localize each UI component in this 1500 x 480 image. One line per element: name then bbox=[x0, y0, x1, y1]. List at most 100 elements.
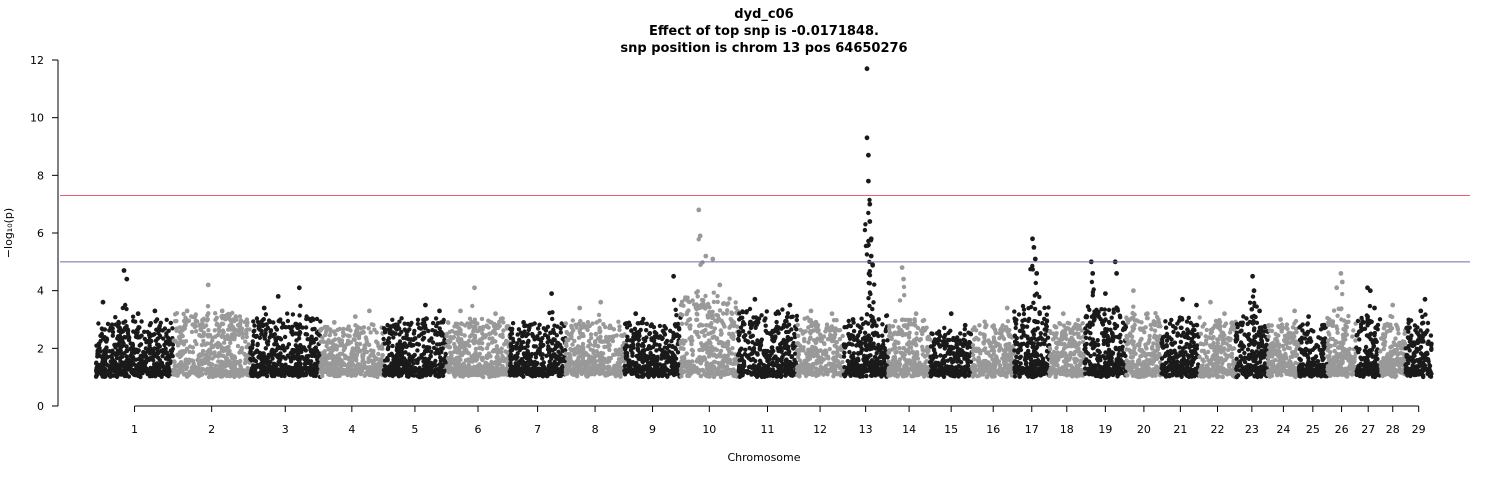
snp-point bbox=[592, 370, 597, 375]
snp-point bbox=[831, 350, 836, 355]
snp-point bbox=[351, 350, 356, 355]
snp-point bbox=[601, 351, 606, 356]
snp-point bbox=[425, 345, 430, 350]
snp-point bbox=[555, 340, 560, 345]
snp-point bbox=[720, 362, 726, 367]
snp-point bbox=[622, 369, 628, 374]
snp-point bbox=[587, 323, 592, 329]
snp-point bbox=[197, 368, 203, 373]
snp-point bbox=[255, 342, 260, 348]
snp-point bbox=[350, 360, 355, 366]
snp-point bbox=[230, 324, 236, 330]
snp-point bbox=[790, 343, 795, 348]
snp-point bbox=[278, 351, 283, 356]
snp-point bbox=[486, 342, 491, 347]
snp-point bbox=[662, 367, 667, 372]
snp-point bbox=[217, 365, 222, 370]
snp-point bbox=[670, 369, 675, 374]
snp-point bbox=[792, 357, 797, 363]
snp-point bbox=[750, 351, 755, 356]
snp-point bbox=[448, 334, 453, 340]
snp-point bbox=[213, 311, 218, 316]
snp-point bbox=[118, 362, 124, 367]
snp-point bbox=[775, 369, 781, 374]
snp-point bbox=[408, 322, 413, 327]
snp-point bbox=[311, 349, 317, 354]
snp-point bbox=[510, 336, 515, 341]
snp-point bbox=[267, 366, 273, 371]
snp-point bbox=[751, 315, 756, 320]
snp-point bbox=[155, 355, 161, 360]
snp-point bbox=[703, 373, 709, 378]
snp-point bbox=[187, 349, 192, 355]
snp-point bbox=[397, 339, 403, 344]
snp-point bbox=[263, 346, 268, 351]
snp-point bbox=[729, 351, 734, 356]
snp-point bbox=[232, 337, 237, 342]
snp-point bbox=[412, 328, 417, 334]
top-snp-point bbox=[367, 308, 372, 314]
snp-point bbox=[641, 351, 646, 356]
snp-point bbox=[792, 331, 797, 337]
snp-point bbox=[673, 324, 679, 329]
snp-point bbox=[414, 358, 419, 363]
snp-point bbox=[206, 311, 211, 316]
snp-point bbox=[705, 344, 710, 349]
snp-point bbox=[663, 326, 668, 331]
snp-point bbox=[225, 333, 230, 338]
snp-point bbox=[593, 340, 598, 345]
snp-point bbox=[212, 350, 217, 355]
snp-point bbox=[695, 289, 700, 294]
snp-point bbox=[255, 362, 260, 368]
snp-point bbox=[312, 363, 318, 369]
snp-point bbox=[602, 344, 607, 350]
snp-point bbox=[99, 331, 105, 337]
snp-point bbox=[630, 361, 635, 366]
snp-point bbox=[238, 348, 243, 353]
snp-point bbox=[395, 351, 400, 357]
snp-point bbox=[236, 332, 242, 337]
snp-point bbox=[593, 332, 599, 337]
snp-point bbox=[695, 312, 700, 317]
snp-point bbox=[372, 327, 377, 332]
snp-point bbox=[174, 326, 179, 331]
snp-point bbox=[124, 324, 129, 329]
top-snp-point bbox=[352, 314, 358, 319]
snp-point bbox=[669, 350, 675, 355]
snp-point bbox=[539, 367, 544, 373]
snp-point bbox=[366, 326, 371, 331]
snp-point bbox=[657, 334, 663, 339]
snp-point bbox=[715, 299, 720, 305]
snp-point bbox=[469, 372, 474, 378]
snp-point bbox=[472, 365, 478, 370]
snp-point bbox=[783, 345, 788, 351]
snp-point bbox=[285, 311, 290, 316]
snp-point bbox=[116, 337, 122, 342]
snp-point bbox=[244, 334, 249, 340]
snp-point bbox=[574, 350, 579, 356]
top-snp-point bbox=[437, 308, 442, 314]
snp-point bbox=[262, 334, 267, 339]
snp-point bbox=[658, 370, 663, 375]
snp-point bbox=[201, 316, 207, 321]
snp-point bbox=[474, 321, 479, 326]
snp-point bbox=[542, 371, 547, 376]
snp-point bbox=[522, 366, 527, 371]
snp-point bbox=[570, 318, 575, 323]
snp-point bbox=[95, 348, 101, 353]
top-snp-point bbox=[100, 299, 106, 305]
snp-point bbox=[232, 365, 237, 370]
snp-point bbox=[742, 363, 747, 369]
snp-point bbox=[173, 339, 178, 344]
snp-point bbox=[138, 374, 143, 380]
snp-point bbox=[603, 337, 608, 343]
snp-point bbox=[675, 350, 681, 355]
snp-point bbox=[256, 354, 261, 360]
snp-point bbox=[416, 342, 422, 347]
snp-point bbox=[215, 332, 221, 338]
snp-point bbox=[391, 335, 396, 340]
snp-point bbox=[217, 329, 222, 334]
snp-point bbox=[120, 354, 125, 359]
snp-point bbox=[611, 327, 617, 332]
snp-point bbox=[683, 338, 688, 344]
